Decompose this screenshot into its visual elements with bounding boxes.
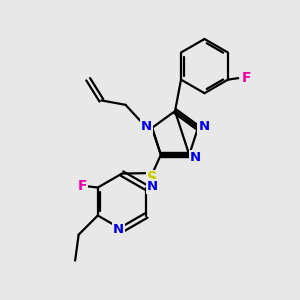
Text: N: N <box>113 223 124 236</box>
Text: S: S <box>147 171 158 186</box>
Text: F: F <box>78 179 87 194</box>
Text: N: N <box>141 120 152 133</box>
Text: N: N <box>198 120 209 133</box>
Text: N: N <box>147 180 158 193</box>
Text: F: F <box>242 71 251 85</box>
Text: N: N <box>190 151 201 164</box>
